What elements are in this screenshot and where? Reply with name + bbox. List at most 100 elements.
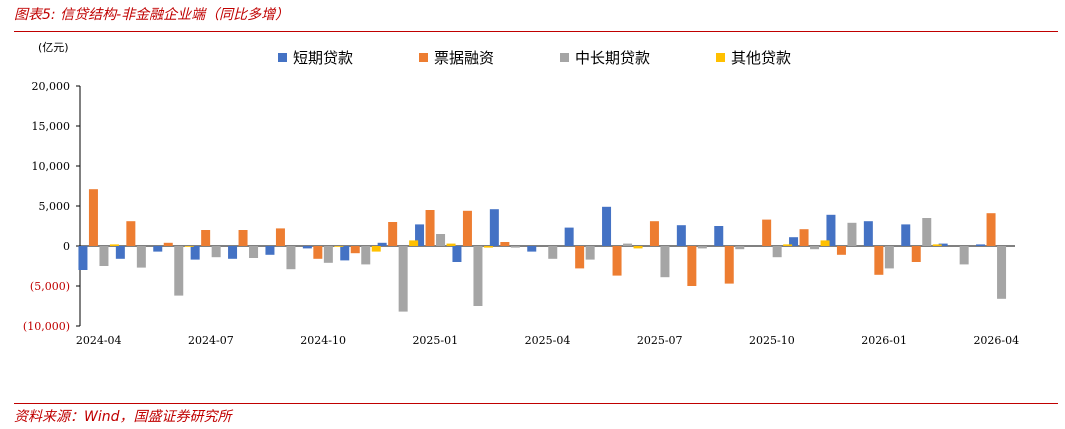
bar-bill [649,221,659,246]
bar-other [184,246,194,247]
bar-medium-long [361,246,371,265]
bar-short-term [489,209,499,246]
x-tick-label: 2025-04 [525,334,571,347]
bar-bill [762,219,772,246]
bar-bill [836,246,846,255]
bar-medium-long [136,246,146,268]
x-tick-label: 2025-10 [749,334,795,347]
bar-other [483,246,493,248]
source-divider [14,403,1058,404]
legend-label-short-term: 短期贷款 [293,49,354,67]
bar-short-term [826,214,836,246]
bar-short-term [714,226,724,246]
bar-short-term [115,246,125,259]
y-tick-label: 5,000 [39,200,71,213]
legend-label-medium-long: 中长期贷款 [575,49,651,67]
bar-other [446,243,456,246]
bar-short-term [153,246,163,252]
bar-medium-long [772,246,782,258]
x-tick-label: 2026-04 [973,334,1019,347]
bar-bill [238,230,248,246]
bar-medium-long [548,246,558,259]
bar-other [820,240,830,246]
y-tick-label: 10,000 [32,160,71,173]
bar-short-term [377,242,387,246]
bar-medium-long [510,246,520,248]
legend-item-medium-long: 中长期贷款 [560,47,650,68]
y-axis-unit: (亿元) [38,41,69,54]
bar-bill [388,222,398,246]
bar-other [371,246,381,252]
bar-medium-long [847,222,857,246]
bar-short-term [302,246,312,249]
bar-medium-long [99,246,109,266]
x-tick-label: 2024-10 [300,334,346,347]
bar-short-term [340,246,350,261]
bar-bill [799,229,809,246]
title-divider [14,31,1058,32]
bar-bill [500,242,510,246]
source-note: 资料来源：Wind，国盛证券研究所 [14,409,232,425]
x-tick-label: 2026-01 [861,334,907,347]
legend-item-other: 其他贷款 [716,47,791,68]
bar-bill [462,210,472,246]
x-tick-label: 2024-04 [76,334,122,347]
bar-other [409,240,419,246]
legend-label-other: 其他贷款 [731,49,792,67]
bar-medium-long [398,246,408,312]
x-tick-label: 2025-01 [412,334,458,347]
bar-short-term [602,206,612,246]
bar-bill [911,246,921,262]
y-tick-label: 15,000 [32,120,71,133]
y-tick-label: 0 [63,240,70,253]
bar-bill [163,242,173,246]
bar-bill [612,246,622,276]
bar-other [109,244,119,246]
bar-short-term [901,224,911,246]
bar-medium-long [735,246,745,250]
legend-swatch-other [716,53,726,62]
bar-short-term [564,227,574,246]
bar-bill [986,213,996,246]
bar-short-term [190,246,200,260]
y-tick-label: 20,000 [32,80,71,93]
bar-medium-long [473,246,483,306]
x-tick-label: 2024-07 [188,334,234,347]
figure-title: 图表5: 信贷结构-非金融企业端（同比多增） [14,7,290,23]
x-tick-label: 2025-07 [637,334,683,347]
bar-short-term [415,224,425,246]
bar-medium-long [660,246,670,278]
bar-other [932,244,942,246]
bar-medium-long [211,246,221,258]
bar-bill [313,246,323,259]
bar-short-term [676,225,686,246]
bar-bill [275,228,285,246]
bar-short-term [452,246,462,262]
bar-bill [425,210,435,246]
bar-medium-long [286,246,296,270]
bar-medium-long [959,246,969,265]
bar-bill [350,246,360,254]
legend-swatch-bill [419,53,429,62]
bar-medium-long [174,246,184,296]
bar-short-term [78,246,88,270]
bar-bill [126,221,136,246]
legend-item-short-term: 短期贷款 [278,47,353,68]
bar-short-term [789,237,799,246]
bar-short-term [527,246,537,252]
y-tick-label: (5,000) [30,280,70,293]
bar-bill [575,246,585,269]
bar-other [633,246,643,249]
bar-other [334,246,344,247]
legend-swatch-medium-long [560,53,570,62]
bar-medium-long [436,234,446,246]
bar-medium-long [997,246,1007,299]
bar-medium-long [585,246,595,260]
bar-other [783,244,793,246]
bar-medium-long [922,218,932,246]
bar-medium-long [623,243,633,246]
bar-bill [874,246,884,275]
bar-short-term [863,221,873,246]
bar-short-term [976,244,986,246]
